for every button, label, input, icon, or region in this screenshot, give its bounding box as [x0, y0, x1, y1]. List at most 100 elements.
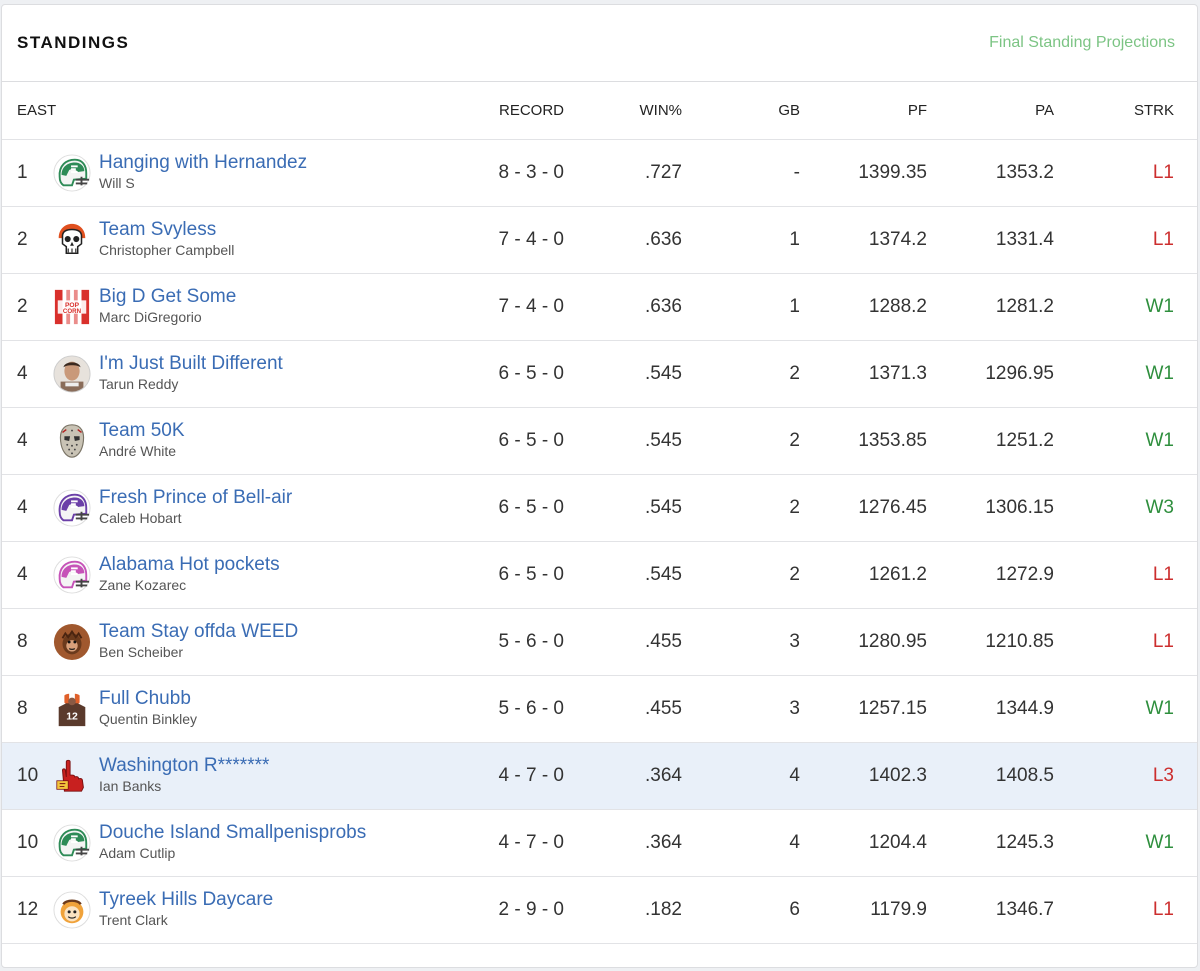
owner-name: Marc DiGregorio — [99, 308, 202, 325]
points-for: 1399.35 — [858, 162, 927, 183]
win-pct: .545 — [645, 564, 682, 585]
games-behind: - — [793, 162, 800, 183]
table-row: 1 Hanging with Hernandez Will S 8 - 3 - … — [2, 140, 1197, 207]
hockey-mask-icon[interactable] — [53, 408, 91, 474]
owner-name: Ben Scheiber — [99, 643, 184, 660]
team-info: Team 50K André White — [99, 408, 479, 474]
team-name-link[interactable]: Full Chubb — [99, 687, 191, 709]
owner-name: Tarun Reddy — [99, 375, 179, 392]
record: 4 - 7 - 0 — [498, 765, 564, 786]
points-for: 1280.95 — [858, 631, 927, 652]
games-behind: 3 — [789, 698, 800, 719]
helmet-icon[interactable] — [53, 810, 91, 876]
cartoon-face-icon[interactable] — [53, 877, 91, 943]
streak: W1 — [1145, 363, 1175, 384]
jersey-player-icon[interactable]: 12 — [53, 676, 91, 742]
owner-name: Caleb Hobart — [99, 509, 182, 526]
streak: L3 — [1152, 765, 1174, 786]
games-behind: 6 — [789, 899, 800, 920]
svg-text:CORN: CORN — [63, 308, 82, 315]
column-header-record[interactable]: RECORD — [498, 102, 564, 119]
points-for: 1257.15 — [858, 698, 927, 719]
record: 5 - 6 - 0 — [498, 698, 564, 719]
points-against: 1344.9 — [995, 698, 1054, 719]
team-name-link[interactable]: Team Svyless — [99, 218, 217, 240]
win-pct: .636 — [645, 229, 682, 250]
table-row: 8 Team Stay offda WEED Ben Scheiber 5 - … — [2, 609, 1197, 676]
points-against: 1331.4 — [995, 229, 1054, 250]
win-pct: .364 — [645, 832, 682, 853]
team-name-link[interactable]: Team 50K — [99, 419, 185, 441]
points-for: 1402.3 — [868, 765, 927, 786]
record: 6 - 5 - 0 — [498, 497, 564, 518]
final-standing-projections-link[interactable]: Final Standing Projections — [989, 34, 1175, 51]
table-row: 4 Fresh Prince of Bell-air Caleb Hobart … — [2, 475, 1197, 542]
team-info: Hanging with Hernandez Will S — [99, 140, 479, 206]
win-pct: .636 — [645, 296, 682, 317]
streak: L1 — [1152, 564, 1174, 585]
standings-table-body: 1 Hanging with Hernandez Will S 8 - 3 - … — [2, 140, 1197, 944]
points-for: 1261.2 — [868, 564, 927, 585]
team-name-link[interactable]: Big D Get Some — [99, 285, 237, 307]
rank: 1 — [17, 162, 28, 183]
foam-finger-icon[interactable] — [53, 743, 91, 809]
points-for: 1276.45 — [858, 497, 927, 518]
win-pct: .455 — [645, 698, 682, 719]
win-pct: .545 — [645, 497, 682, 518]
standings-header: STANDINGS Final Standing Projections — [2, 5, 1197, 82]
owner-name: André White — [99, 442, 177, 459]
team-name-link[interactable]: Washington R******* — [99, 754, 270, 776]
games-behind: 2 — [789, 497, 800, 518]
rank: 8 — [17, 698, 28, 719]
team-name-link[interactable]: Alabama Hot pockets — [99, 553, 280, 575]
photo-avatar-icon[interactable] — [53, 341, 91, 407]
rank: 4 — [17, 430, 28, 451]
record: 5 - 6 - 0 — [498, 631, 564, 652]
bigfoot-icon[interactable] — [53, 609, 91, 675]
table-header-row: EAST RECORD WIN% GB PF PA STRK — [2, 82, 1197, 140]
rank: 4 — [17, 564, 28, 585]
team-name-link[interactable]: Fresh Prince of Bell-air — [99, 486, 293, 508]
helmet-icon[interactable] — [53, 542, 91, 608]
popcorn-icon[interactable]: POP CORN — [53, 274, 91, 340]
team-info: Washington R******* Ian Banks — [99, 743, 479, 809]
team-info: Full Chubb Quentin Binkley — [99, 676, 479, 742]
column-header-strk[interactable]: STRK — [1133, 102, 1174, 119]
points-against: 1296.95 — [985, 363, 1054, 384]
team-name-link[interactable]: Tyreek Hills Daycare — [99, 888, 274, 910]
column-header-pa[interactable]: PA — [1035, 102, 1054, 119]
rank: 12 — [17, 899, 39, 920]
svg-text:12: 12 — [66, 711, 78, 722]
column-header-pf[interactable]: PF — [907, 102, 927, 119]
owner-name: Christopher Campbell — [99, 241, 235, 258]
points-against: 1306.15 — [985, 497, 1054, 518]
points-against: 1210.85 — [985, 631, 1054, 652]
win-pct: .364 — [645, 765, 682, 786]
helmet-icon[interactable] — [53, 475, 91, 541]
team-name-link[interactable]: Douche Island Smallpenisprobs — [99, 821, 367, 843]
team-info: Fresh Prince of Bell-air Caleb Hobart — [99, 475, 479, 541]
games-behind: 2 — [789, 363, 800, 384]
column-header-win-pct[interactable]: WIN% — [639, 102, 683, 119]
win-pct: .545 — [645, 430, 682, 451]
team-info: Alabama Hot pockets Zane Kozarec — [99, 542, 479, 608]
helmet-icon[interactable] — [53, 140, 91, 206]
table-row: 10 Douche Island Smallpenisprobs Adam Cu… — [2, 810, 1197, 877]
team-name-link[interactable]: I'm Just Built Different — [99, 352, 283, 374]
win-pct: .182 — [645, 899, 682, 920]
svg-text:POP: POP — [65, 302, 80, 309]
points-for: 1179.9 — [870, 899, 927, 920]
streak: L1 — [1152, 899, 1174, 920]
column-header-division[interactable]: EAST — [17, 102, 57, 119]
column-header-gb[interactable]: GB — [778, 102, 800, 119]
rank: 8 — [17, 631, 28, 652]
rank: 4 — [17, 497, 28, 518]
rank: 2 — [17, 229, 28, 250]
team-name-link[interactable]: Hanging with Hernandez — [99, 151, 308, 173]
team-name-link[interactable]: Team Stay offda WEED — [99, 620, 299, 642]
skull-icon[interactable] — [53, 207, 91, 273]
games-behind: 1 — [789, 229, 800, 250]
points-against: 1245.3 — [995, 832, 1054, 853]
games-behind: 4 — [789, 765, 800, 786]
win-pct: .455 — [645, 631, 682, 652]
